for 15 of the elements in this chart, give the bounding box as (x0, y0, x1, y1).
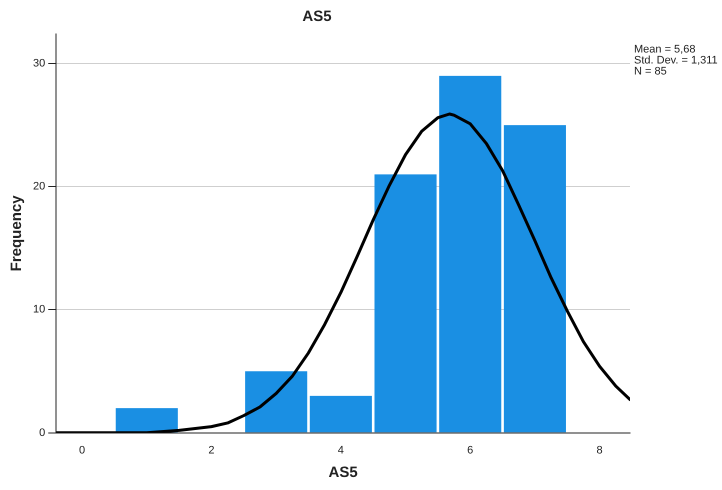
y-tick-label: 10 (32, 304, 46, 316)
x-tick-label: 0 (79, 444, 86, 456)
x-tick-label: 4 (338, 444, 344, 456)
y-tick-label: 30 (32, 58, 46, 70)
text: N = 85 (634, 66, 667, 78)
text: Mean = 5,68 (634, 44, 696, 56)
x-tick-label: 2 (208, 444, 215, 456)
chart-title: AS5 (302, 8, 332, 26)
x-tick-label: 6 (467, 444, 474, 456)
y-axis-title: Frequency (8, 194, 26, 272)
x-axis-title: AS5 (328, 464, 358, 482)
y-tick-label: 20 (32, 180, 46, 193)
text: Std. Dev. = 1,311 (634, 54, 718, 67)
x-tick-label: 8 (596, 444, 603, 456)
y-tick-label: 0 (39, 426, 46, 439)
